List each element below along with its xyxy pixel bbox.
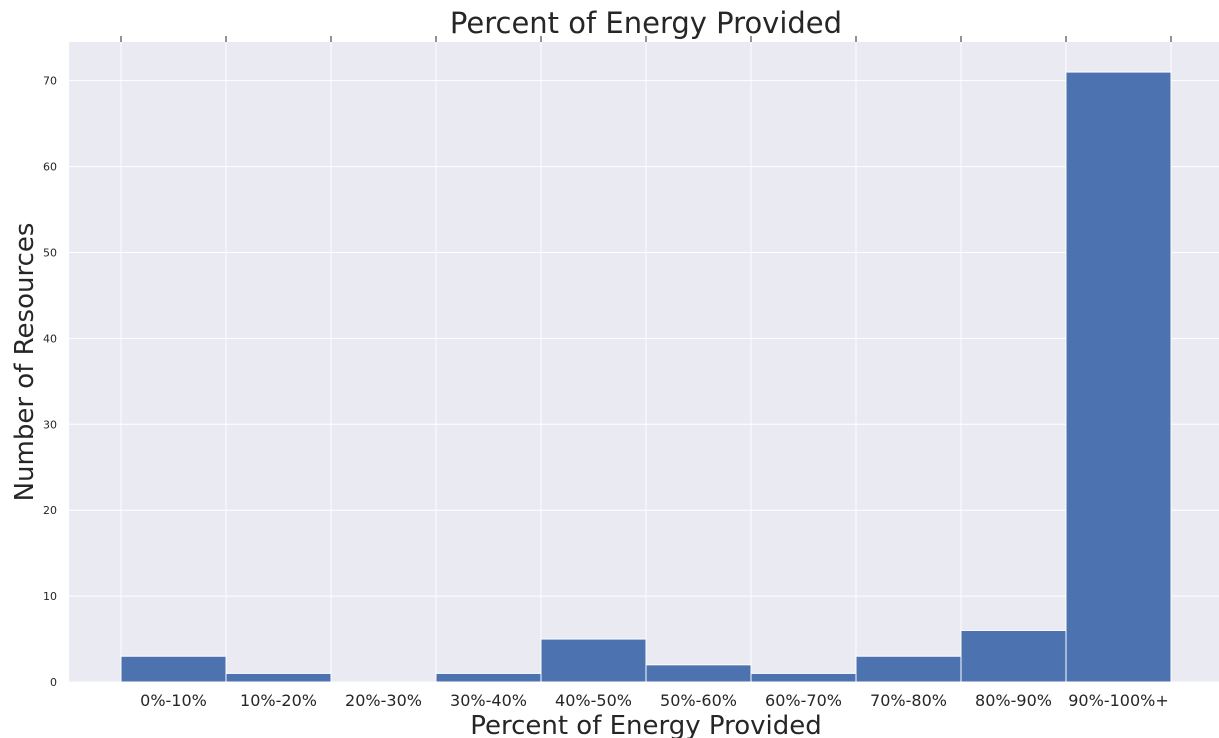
bar-40%-50%: [540, 638, 647, 683]
y-tick-labels: 0 10 20 30 40 50 60 70: [43, 75, 57, 689]
y-tick-label: 30: [43, 418, 57, 431]
y-axis-label: Number of Resources: [10, 223, 40, 502]
x-tick-label: 0%-10%: [140, 691, 207, 710]
bar-30%-40%: [435, 672, 542, 683]
y-tick-label: 50: [43, 246, 57, 259]
x-tick-labels: 0%-10% 10%-20% 20%-30% 30%-40% 40%-50% 50%-60…: [140, 691, 1169, 710]
tick-marks: [120, 36, 1172, 42]
y-tick-label: 70: [43, 75, 57, 88]
y-tick-label: 0: [50, 676, 57, 689]
x-tick-label: 70%-80%: [870, 691, 947, 710]
x-tick-label: 20%-30%: [345, 691, 422, 710]
x-tick-label: 10%-20%: [240, 691, 317, 710]
bars: [120, 71, 1172, 683]
bar-80%-90%: [960, 629, 1067, 683]
y-tick-label: 10: [43, 590, 57, 603]
x-tick-label: 50%-60%: [660, 691, 737, 710]
y-tick-label: 40: [43, 332, 57, 345]
bar-0%-10%: [120, 655, 227, 683]
x-tick-label: 90%-100%+: [1068, 691, 1168, 710]
bar-10%-20%: [225, 672, 332, 683]
y-tick-label: 60: [43, 161, 57, 174]
x-tick-label: 40%-50%: [555, 691, 632, 710]
y-tick-label: 20: [43, 504, 57, 517]
x-tick-label: 80%-90%: [975, 691, 1052, 710]
x-tick-label: 60%-70%: [765, 691, 842, 710]
chart-title: Percent of Energy Provided: [450, 6, 842, 40]
x-axis-label: Percent of Energy Provided: [470, 711, 822, 738]
plot-area: [69, 42, 1219, 682]
x-tick-label: 30%-40%: [450, 691, 527, 710]
bar-90%-100%+: [1065, 71, 1172, 683]
bar-50%-60%: [645, 664, 752, 683]
bar-70%-80%: [855, 655, 962, 683]
bar-60%-70%: [750, 672, 857, 683]
